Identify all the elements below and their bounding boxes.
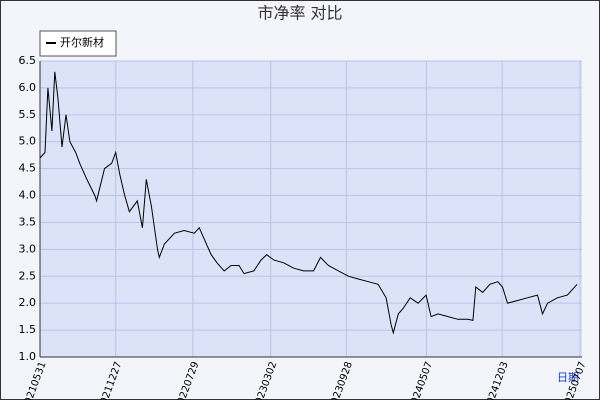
y-tick-label: 6.5 [19,54,37,67]
y-tick-label: 1.0 [19,350,37,363]
plot-area [40,61,582,357]
legend-label: 开尔新材 [60,35,104,49]
y-tick-label: 5.0 [19,135,37,148]
line [39,71,578,335]
y-tick-label: 3.0 [19,242,37,255]
y-tick-label: 1.5 [19,323,37,336]
legend: 开尔新材 [39,30,117,57]
y-tick-label: 4.5 [19,162,37,175]
chart-title: 市净率 对比 [257,4,342,23]
y-tick-label: 6.0 [19,81,37,94]
y-tick-label: 4.0 [19,189,37,202]
x-axis-label: 日期 [557,371,579,384]
y-tick-label: 3.5 [19,215,37,228]
y-tick-label: 5.5 [19,108,37,121]
y-tick-label: 2.5 [19,269,37,282]
y-tick-label: 2.0 [19,296,37,309]
